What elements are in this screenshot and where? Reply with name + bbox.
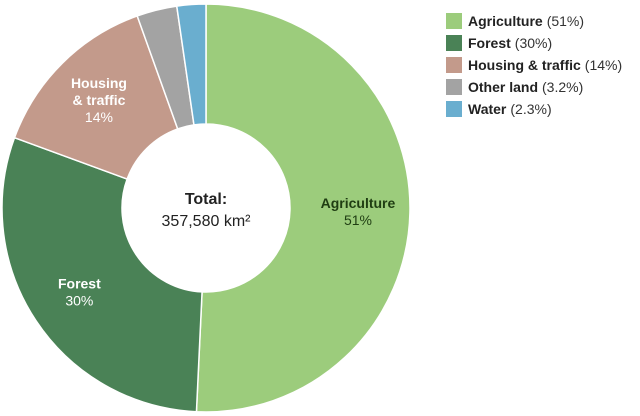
legend-label: Other land bbox=[468, 79, 539, 95]
legend-swatch bbox=[446, 13, 462, 29]
legend-item-forest: Forest (30%) bbox=[446, 32, 636, 54]
legend-value: (2.3%) bbox=[510, 101, 552, 117]
slice-forest bbox=[1, 136, 203, 413]
legend-value: (51%) bbox=[546, 13, 585, 29]
donut-hole bbox=[122, 124, 290, 292]
legend-value: (14%) bbox=[584, 57, 623, 73]
legend-label: Forest bbox=[468, 35, 511, 51]
center-total-value: 357,580 km² bbox=[162, 213, 252, 230]
donut-slices bbox=[1, 3, 411, 413]
slice-label-housing-and-traffic: Housing bbox=[71, 75, 127, 91]
legend-label: Water bbox=[468, 101, 507, 117]
slice-value-housing-and-traffic: 14% bbox=[85, 109, 113, 125]
chart-legend: Agriculture (51%) Forest (30%) Housing & tra… bbox=[446, 10, 636, 120]
legend-item-agriculture: Agriculture (51%) bbox=[446, 10, 636, 32]
legend-item-housing-and-traffic: Housing & traffic (14%) bbox=[446, 54, 636, 76]
legend-label: Agriculture bbox=[468, 13, 543, 29]
slice-label-agriculture: Agriculture bbox=[321, 195, 396, 211]
legend-swatch bbox=[446, 101, 462, 117]
legend-value: (30%) bbox=[514, 35, 553, 51]
legend-swatch bbox=[446, 79, 462, 95]
legend-swatch bbox=[446, 35, 462, 51]
legend-item-water: Water (2.3%) bbox=[446, 98, 636, 120]
legend-item-other-land: Other land (3.2%) bbox=[446, 76, 636, 98]
slice-value-agriculture: 51% bbox=[344, 212, 372, 228]
center-title: Total: bbox=[185, 191, 227, 208]
legend-label: Housing & traffic bbox=[468, 57, 581, 73]
slice-label-forest: Forest bbox=[58, 276, 101, 292]
slice-label-housing-and-traffic: & traffic bbox=[72, 92, 125, 108]
slice-value-forest: 30% bbox=[65, 293, 93, 309]
legend-value: (3.2%) bbox=[542, 79, 584, 95]
legend-swatch bbox=[446, 57, 462, 73]
